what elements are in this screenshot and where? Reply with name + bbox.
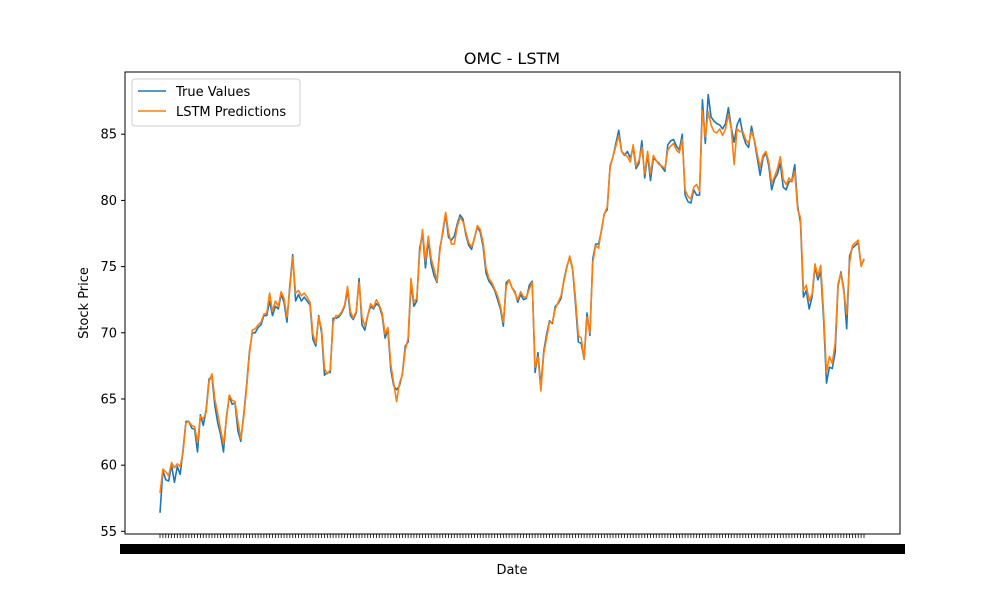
legend: True Values LSTM Predictions [131, 78, 301, 127]
y-tick-label: 65 [100, 392, 117, 407]
y-tick-label: 70 [100, 326, 117, 341]
plot-frame [124, 71, 901, 535]
x-axis-label: Date [496, 563, 527, 578]
y-axis-label: Stock Price [77, 267, 92, 339]
legend-label-lstm-predictions: LSTM Predictions [176, 105, 286, 120]
legend-box [131, 78, 301, 127]
series-line-lstm-predictions [159, 109, 865, 494]
y-tick-label: 55 [100, 525, 117, 540]
y-tick-label: 60 [100, 459, 117, 474]
y-tick-label: 80 [100, 194, 117, 209]
x-axis-ticks [120, 534, 905, 554]
x-tick-labels-overlap [120, 544, 905, 554]
y-tick-label: 85 [100, 128, 117, 143]
legend-label-true-values: True Values [175, 85, 250, 100]
chart-title: OMC - LSTM [464, 49, 560, 68]
y-axis-ticks: 55 60 65 70 75 80 85 [100, 128, 125, 540]
y-tick-label: 75 [100, 260, 117, 275]
